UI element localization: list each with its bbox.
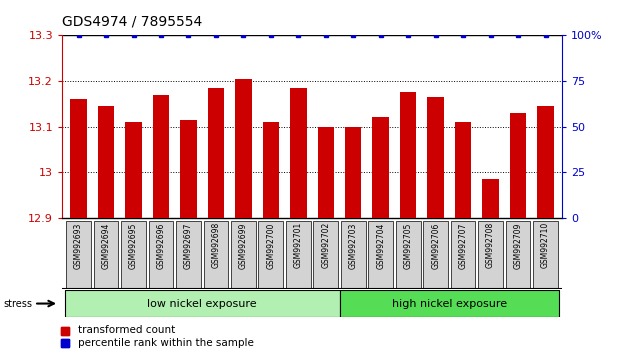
FancyBboxPatch shape: [66, 221, 91, 288]
Bar: [345, 127, 361, 218]
Bar: [263, 122, 279, 218]
FancyBboxPatch shape: [204, 221, 229, 288]
FancyBboxPatch shape: [340, 290, 560, 317]
Text: GDS4974 / 7895554: GDS4974 / 7895554: [62, 14, 202, 28]
Text: stress: stress: [3, 298, 32, 309]
Bar: [70, 99, 87, 218]
FancyBboxPatch shape: [424, 221, 448, 288]
FancyBboxPatch shape: [314, 221, 338, 288]
Text: GSM992704: GSM992704: [376, 222, 385, 269]
Text: percentile rank within the sample: percentile rank within the sample: [78, 338, 253, 348]
FancyBboxPatch shape: [478, 221, 503, 288]
FancyBboxPatch shape: [65, 290, 340, 317]
Text: GSM992705: GSM992705: [404, 222, 413, 269]
Text: transformed count: transformed count: [78, 325, 175, 335]
Text: GSM992710: GSM992710: [541, 222, 550, 268]
FancyBboxPatch shape: [121, 221, 146, 288]
Text: GSM992696: GSM992696: [156, 222, 165, 269]
FancyBboxPatch shape: [231, 221, 256, 288]
Text: GSM992706: GSM992706: [431, 222, 440, 269]
FancyBboxPatch shape: [533, 221, 558, 288]
Bar: [180, 120, 197, 218]
Text: GSM992699: GSM992699: [239, 222, 248, 269]
Bar: [207, 88, 224, 218]
FancyBboxPatch shape: [286, 221, 310, 288]
Bar: [537, 106, 554, 218]
Bar: [235, 79, 252, 218]
Text: GSM992709: GSM992709: [514, 222, 522, 269]
Text: GSM992697: GSM992697: [184, 222, 193, 269]
Text: GSM992707: GSM992707: [459, 222, 468, 269]
Bar: [455, 122, 471, 218]
Bar: [317, 127, 334, 218]
Text: GSM992693: GSM992693: [74, 222, 83, 269]
Bar: [373, 118, 389, 218]
Bar: [98, 106, 114, 218]
Bar: [427, 97, 444, 218]
Text: GSM992698: GSM992698: [211, 222, 220, 268]
Bar: [400, 92, 417, 218]
Bar: [125, 122, 142, 218]
Text: GSM992708: GSM992708: [486, 222, 495, 268]
Bar: [290, 88, 307, 218]
FancyBboxPatch shape: [396, 221, 420, 288]
FancyBboxPatch shape: [341, 221, 366, 288]
FancyBboxPatch shape: [148, 221, 173, 288]
Bar: [153, 95, 169, 218]
Bar: [510, 113, 526, 218]
Text: GSM992695: GSM992695: [129, 222, 138, 269]
Text: GSM992702: GSM992702: [321, 222, 330, 268]
Text: GSM992700: GSM992700: [266, 222, 275, 269]
FancyBboxPatch shape: [176, 221, 201, 288]
Text: GSM992703: GSM992703: [349, 222, 358, 269]
FancyBboxPatch shape: [368, 221, 393, 288]
Text: low nickel exposure: low nickel exposure: [147, 298, 257, 309]
FancyBboxPatch shape: [505, 221, 530, 288]
FancyBboxPatch shape: [94, 221, 119, 288]
FancyBboxPatch shape: [451, 221, 476, 288]
Text: GSM992694: GSM992694: [102, 222, 111, 269]
Bar: [483, 179, 499, 218]
Text: high nickel exposure: high nickel exposure: [392, 298, 507, 309]
Text: GSM992701: GSM992701: [294, 222, 303, 268]
FancyBboxPatch shape: [258, 221, 283, 288]
